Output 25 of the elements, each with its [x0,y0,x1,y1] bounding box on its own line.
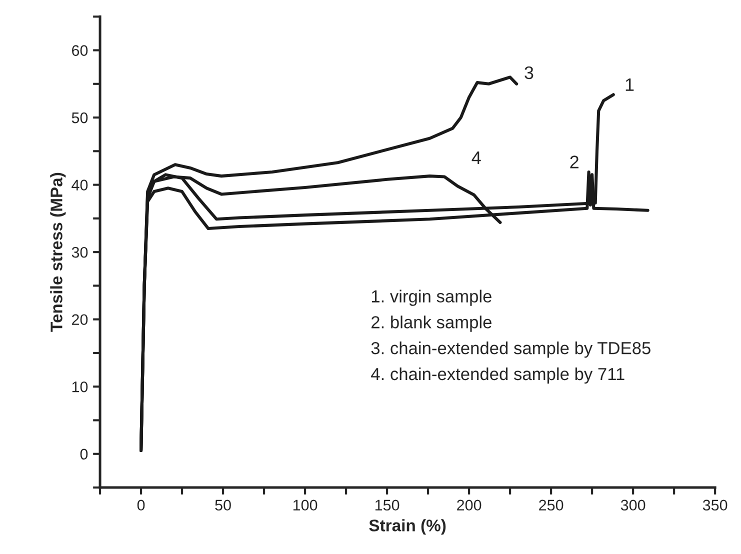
x-tick-label: 50 [215,500,231,511]
series-label: 1 [626,78,634,91]
x-axis-title: Strain (%) [369,519,446,535]
annotation: 2. blank sample [372,316,492,332]
y-tick-label: 0 [80,448,88,460]
y-tick-label: 40 [72,180,88,190]
y-tick-label: 60 [72,45,88,56]
y-tick-label: 20 [72,314,88,326]
y-tick-label: 30 [72,246,88,258]
series-label: 4 [472,152,481,164]
annotation: 4. chain-extended sample by 711 [371,367,624,384]
x-tick-label: 150 [375,500,400,511]
annotation: 3. chain-extended sample by TDE85 [371,342,650,358]
series-label: 2 [570,156,578,168]
y-tick-label: 10 [72,381,88,392]
x-tick-label: 250 [539,500,564,511]
annotation: 1. virgin sample [372,290,492,306]
x-tick-label: 350 [702,500,728,511]
y-tick-label: 50 [72,112,88,124]
x-tick-label: 200 [457,500,482,511]
x-tick-label: 100 [293,500,318,511]
series-label: 3 [524,66,534,80]
x-tick-label: 300 [620,500,646,511]
x-tick-label: 0 [137,500,145,511]
y-axis-title: Tensile stress (MPa) [50,172,66,332]
